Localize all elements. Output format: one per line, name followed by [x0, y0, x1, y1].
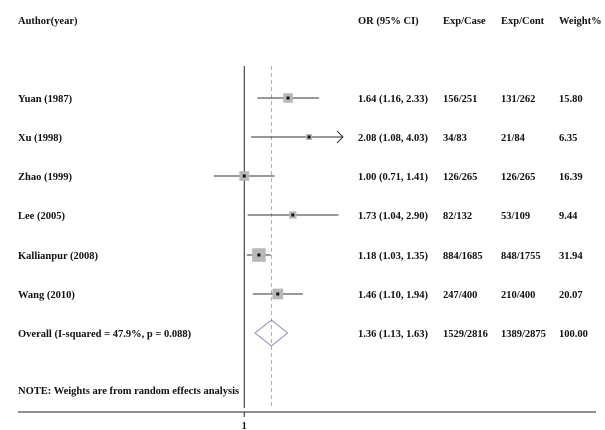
study-label: Lee (2005): [18, 211, 65, 222]
or-ci-value: 1.46 (1.10, 1.94): [358, 290, 428, 301]
or-ci-value: 1.00 (0.71, 1.41): [358, 172, 428, 183]
exp-cont-value: 848/1755: [501, 251, 541, 262]
exp-case-value: 247/400: [443, 290, 477, 301]
or-ci-value: 1.18 (1.03, 1.35): [358, 251, 428, 262]
overall-diamond: [254, 319, 289, 347]
weight-value: 15.80: [559, 94, 583, 105]
or-ci-value: 1.73 (1.04, 2.90): [358, 211, 428, 222]
header-weight: Weight%: [559, 16, 602, 27]
overall-or-ci-value: 1.36 (1.13, 1.63): [358, 329, 428, 340]
weight-value: 31.94: [559, 251, 583, 262]
header-or: OR (95% CI): [358, 16, 419, 27]
exp-cont-value: 131/262: [501, 94, 535, 105]
point-estimate: [286, 96, 290, 100]
header-study: Author(year): [18, 16, 78, 27]
weight-value: 16.39: [559, 172, 583, 183]
overall-exp-case-value: 1529/2816: [443, 329, 488, 340]
exp-case-value: 34/83: [443, 133, 467, 144]
exp-case-value: 82/132: [443, 211, 472, 222]
overall-weight-value: 100.00: [559, 329, 588, 340]
point-estimate: [276, 292, 280, 296]
exp-cont-value: 126/265: [501, 172, 535, 183]
study-row: Kallianpur (2008) 1.18 (1.03, 1.35) 884/…: [18, 248, 583, 262]
study-row: Yuan (1987) 1.64 (1.16, 2.33) 156/251 13…: [18, 93, 583, 105]
study-label: Xu (1998): [18, 133, 63, 144]
study-label: Kallianpur (2008): [18, 251, 99, 262]
overall-exp-cont-value: 1389/2875: [501, 329, 546, 340]
exp-cont-value: 210/400: [501, 290, 535, 301]
exp-case-value: 884/1685: [443, 251, 483, 262]
study-rows: Yuan (1987) 1.64 (1.16, 2.33) 156/251 13…: [18, 93, 583, 301]
point-estimate: [257, 253, 261, 257]
header-row: Author(year) OR (95% CI) Exp/Case Exp/Co…: [18, 16, 602, 27]
weight-value: 9.44: [559, 211, 578, 222]
overall-row: Overall (I-squared = 47.9%, p = 0.088) 1…: [18, 319, 588, 347]
point-estimate: [242, 174, 246, 178]
study-row: Xu (1998) 2.08 (1.08, 4.03) 34/83 21/84 …: [18, 130, 577, 144]
footnote: NOTE: Weights are from random effects an…: [18, 386, 239, 397]
exp-case-value: 126/265: [443, 172, 477, 183]
point-estimate: [291, 213, 295, 217]
study-label: Wang (2010): [18, 290, 75, 301]
study-row: Zhao (1999) 1.00 (0.71, 1.41) 126/265 12…: [18, 171, 583, 183]
study-row: Wang (2010) 1.46 (1.10, 1.94) 247/400 21…: [18, 288, 583, 301]
or-ci-value: 1.64 (1.16, 2.33): [358, 94, 428, 105]
study-row: Lee (2005) 1.73 (1.04, 2.90) 82/132 53/1…: [18, 211, 578, 222]
exp-cont-value: 53/109: [501, 211, 530, 222]
point-estimate: [307, 135, 311, 139]
weight-value: 20.07: [559, 290, 583, 301]
study-label: Yuan (1987): [18, 94, 73, 105]
or-ci-value: 2.08 (1.08, 4.03): [358, 133, 428, 144]
exp-case-value: 156/251: [443, 94, 477, 105]
exp-cont-value: 21/84: [501, 133, 526, 144]
overall-label: Overall (I-squared = 47.9%, p = 0.088): [18, 329, 192, 340]
x-axis-tick-label: 1: [242, 421, 247, 430]
header-exp-cont: Exp/Cont: [501, 16, 545, 27]
study-label: Zhao (1999): [18, 172, 72, 183]
header-exp-case: Exp/Case: [443, 16, 486, 27]
ci-truncation-arrow: [336, 130, 344, 144]
weight-value: 6.35: [559, 133, 577, 144]
